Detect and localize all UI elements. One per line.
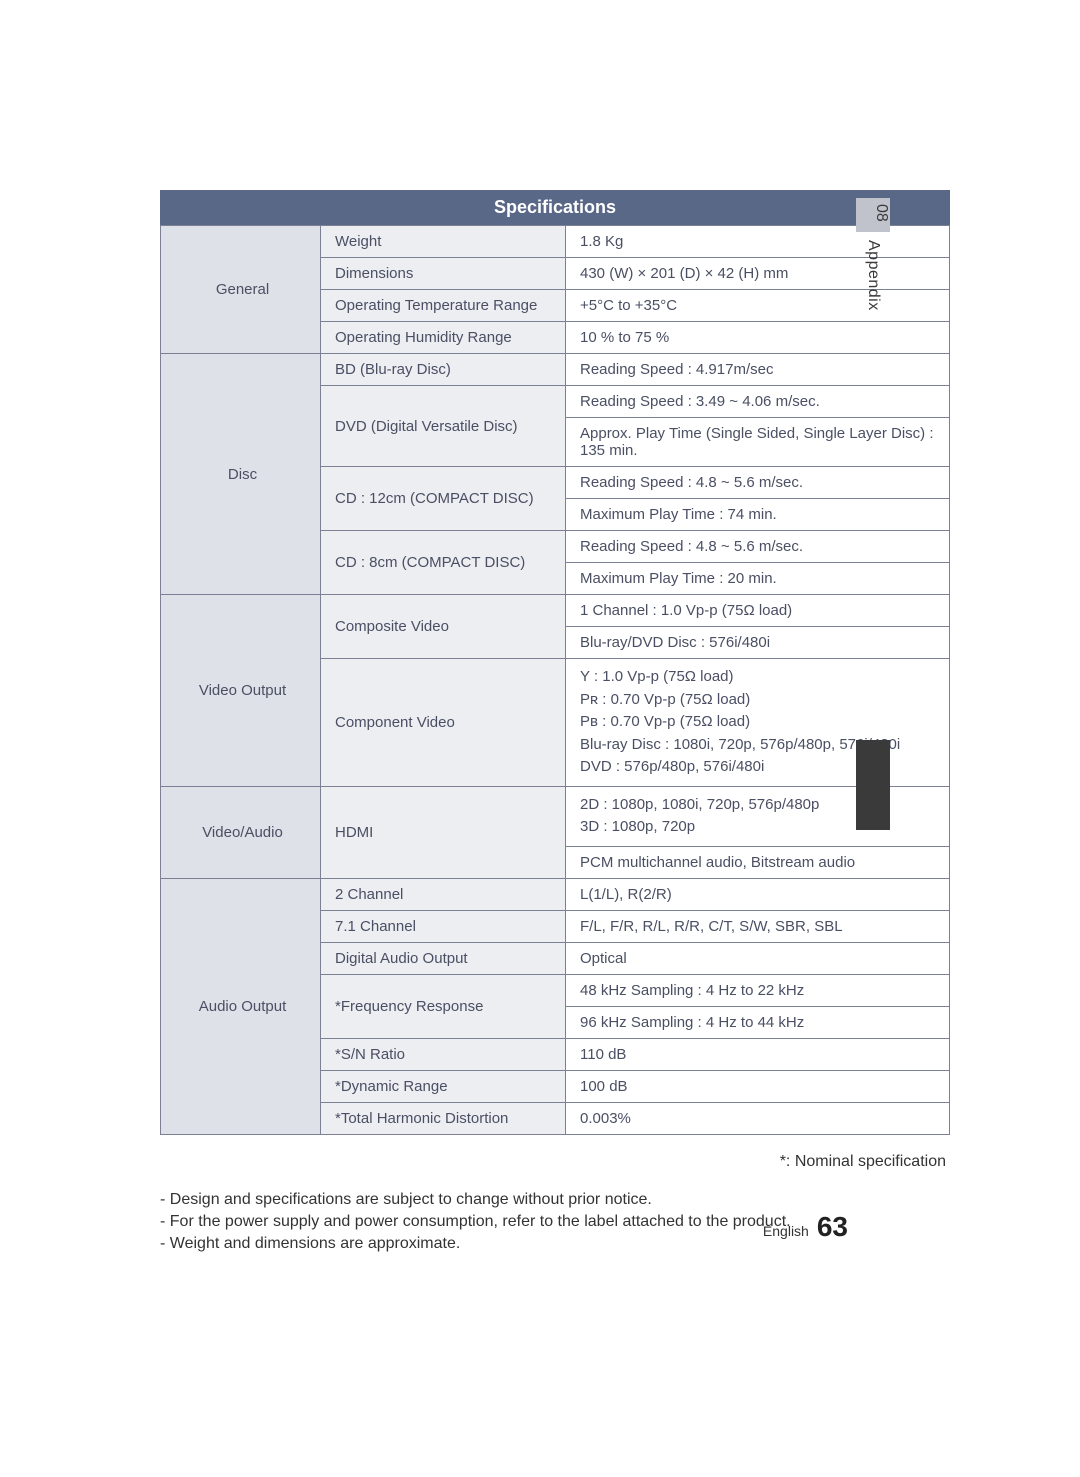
category-video-audio: Video/Audio xyxy=(161,786,321,878)
spec-item: DVD (Digital Versatile Disc) xyxy=(321,386,566,467)
category-video-output: Video Output xyxy=(161,595,321,787)
category-audio-output: Audio Output xyxy=(161,878,321,1134)
spec-value: Approx. Play Time (Single Sided, Single … xyxy=(566,418,950,467)
page-number: 63 xyxy=(817,1211,848,1243)
spec-item: 2 Channel xyxy=(321,878,566,910)
spec-value: 96 kHz Sampling : 4 Hz to 44 kHz xyxy=(566,1006,950,1038)
page-language: English xyxy=(763,1223,809,1239)
side-tab: 08 Appendix xyxy=(856,198,890,738)
spec-value: F/L, F/R, R/L, R/R, C/T, S/W, SBR, SBL xyxy=(566,910,950,942)
spec-value: 48 kHz Sampling : 4 Hz to 22 kHz xyxy=(566,974,950,1006)
spec-item: *Frequency Response xyxy=(321,974,566,1038)
spec-value: 110 dB xyxy=(566,1038,950,1070)
spec-item: HDMI xyxy=(321,786,566,878)
spec-value: 0.003% xyxy=(566,1102,950,1134)
spec-item: Operating Temperature Range xyxy=(321,290,566,322)
spec-value: Maximum Play Time : 74 min. xyxy=(566,499,950,531)
spec-item: Dimensions xyxy=(321,258,566,290)
spec-item: CD : 12cm (COMPACT DISC) xyxy=(321,467,566,531)
spec-value: Y : 1.0 Vp-p (75Ω load) Pʀ : 0.70 Vp-p (… xyxy=(566,659,950,787)
spec-item: Operating Humidity Range xyxy=(321,322,566,354)
spec-item: Weight xyxy=(321,226,566,258)
side-tab-number: 08 xyxy=(856,198,890,232)
nominal-spec-note: *: Nominal specification xyxy=(160,1153,950,1171)
specifications-table: General Weight 1.8 Kg Dimensions 430 (W)… xyxy=(160,225,950,1135)
spec-item: *Total Harmonic Distortion xyxy=(321,1102,566,1134)
spec-value: 1.8 Kg xyxy=(566,226,950,258)
spec-value: PCM multichannel audio, Bitstream audio xyxy=(566,846,950,878)
page-footer: English 63 xyxy=(763,1211,848,1243)
spec-value: Blu-ray/DVD Disc : 576i/480i xyxy=(566,627,950,659)
spec-item: *Dynamic Range xyxy=(321,1070,566,1102)
spec-value: Reading Speed : 4.8 ~ 5.6 m/sec. xyxy=(566,531,950,563)
spec-value: Maximum Play Time : 20 min. xyxy=(566,563,950,595)
spec-value: +5°C to +35°C xyxy=(566,290,950,322)
note-line: Design and specifications are subject to… xyxy=(160,1191,950,1209)
spec-value: 1 Channel : 1.0 Vp-p (75Ω load) xyxy=(566,595,950,627)
side-tab-label: Appendix xyxy=(864,232,882,311)
spec-value: 100 dB xyxy=(566,1070,950,1102)
spec-value: 430 (W) × 201 (D) × 42 (H) mm xyxy=(566,258,950,290)
spec-item: CD : 8cm (COMPACT DISC) xyxy=(321,531,566,595)
spec-value: L(1/L), R(2/R) xyxy=(566,878,950,910)
specifications-title: Specifications xyxy=(160,190,950,225)
spec-value: Reading Speed : 4.8 ~ 5.6 m/sec. xyxy=(566,467,950,499)
spec-item: Component Video xyxy=(321,659,566,787)
spec-item: Digital Audio Output xyxy=(321,942,566,974)
spec-item: Composite Video xyxy=(321,595,566,659)
spec-value: Reading Speed : 3.49 ~ 4.06 m/sec. xyxy=(566,386,950,418)
spec-item: *S/N Ratio xyxy=(321,1038,566,1070)
spec-item: BD (Blu-ray Disc) xyxy=(321,354,566,386)
spec-value: Reading Speed : 4.917m/sec xyxy=(566,354,950,386)
category-disc: Disc xyxy=(161,354,321,595)
category-general: General xyxy=(161,226,321,354)
spec-value: 2D : 1080p, 1080i, 720p, 576p/480p 3D : … xyxy=(566,786,950,846)
spec-value: 10 % to 75 % xyxy=(566,322,950,354)
side-strip-accent xyxy=(856,740,890,830)
spec-item: 7.1 Channel xyxy=(321,910,566,942)
spec-value: Optical xyxy=(566,942,950,974)
